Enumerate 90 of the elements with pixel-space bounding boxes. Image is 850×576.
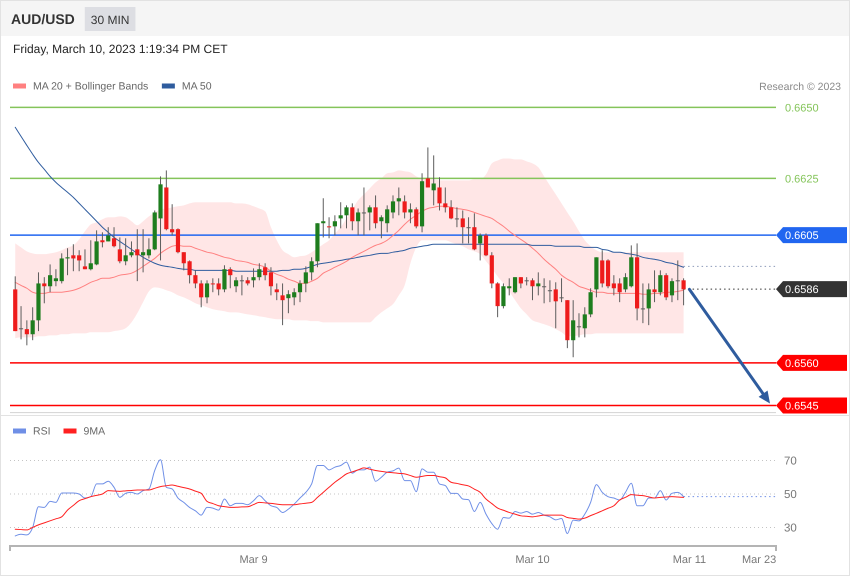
candlestick <box>484 232 488 257</box>
candlestick <box>112 226 116 248</box>
candlestick <box>42 276 46 304</box>
candlestick <box>664 272 668 301</box>
candlestick <box>350 202 354 231</box>
ref-line-label: 0.6545 <box>785 400 819 412</box>
candlestick <box>199 280 204 308</box>
candlestick <box>24 320 29 346</box>
candlestick <box>298 280 302 303</box>
ref-line-label: 0.6586 <box>785 284 819 296</box>
candlestick <box>362 186 366 236</box>
candlestick <box>454 206 460 228</box>
candlestick <box>124 238 128 266</box>
candlestick <box>524 276 529 286</box>
candlestick <box>170 204 174 236</box>
candlestick <box>257 262 262 281</box>
candlestick <box>100 232 104 248</box>
y-tick-label: 30 <box>784 522 797 535</box>
candlestick <box>321 198 326 238</box>
candlestick <box>658 270 662 296</box>
candlestick <box>478 232 482 261</box>
line-series <box>14 467 684 530</box>
candlestick <box>228 266 232 289</box>
candlestick <box>106 226 110 242</box>
legend-label: MA 50 <box>182 80 212 92</box>
candlestick <box>304 266 308 293</box>
candlestick <box>129 240 134 258</box>
candlestick <box>310 256 314 281</box>
candlestick <box>396 186 401 216</box>
legend-label: MA 20 + Bollinger Bands <box>33 80 148 92</box>
candlestick <box>432 154 436 206</box>
candlestick <box>176 228 180 254</box>
candlestick <box>338 202 343 229</box>
candlestick <box>268 266 274 296</box>
candlestick <box>332 214 337 236</box>
ref-line-label: 0.6560 <box>785 358 819 370</box>
candlestick <box>263 262 268 281</box>
candlestick <box>449 200 454 220</box>
x-tick-label: Mar 10 <box>515 554 550 566</box>
candlestick <box>18 306 24 340</box>
candlestick <box>240 274 244 296</box>
candlestick <box>48 264 52 293</box>
candlestick <box>30 306 35 341</box>
candlestick <box>640 282 645 324</box>
candlestick <box>326 216 332 239</box>
text: Research © 2023 <box>759 81 842 93</box>
candlestick <box>536 272 540 296</box>
candlestick <box>141 228 146 273</box>
candlestick <box>426 146 430 188</box>
candlestick <box>274 282 279 301</box>
candlestick <box>559 278 564 303</box>
candlestick <box>135 228 140 282</box>
chart-title: AUD/USD <box>11 11 75 27</box>
candlestick <box>344 204 349 229</box>
candlestick <box>368 204 372 231</box>
candlestick <box>588 288 593 318</box>
ref-line-label: 0.6625 <box>785 173 819 186</box>
candlestick <box>118 236 122 264</box>
chart-subtitle: Friday, March 10, 2023 1:19:34 PM CET <box>13 42 228 56</box>
candlestick <box>402 194 407 219</box>
x-tick-label: Mar 23 <box>742 554 776 566</box>
candlestick <box>496 282 500 318</box>
y-tick-label: 70 <box>784 455 797 468</box>
candlestick <box>472 212 476 251</box>
x-tick-label: Mar 9 <box>239 554 268 566</box>
candlestick <box>414 206 418 229</box>
candlestick <box>443 186 448 213</box>
text: 30 MIN <box>90 13 130 27</box>
y-tick-label: 50 <box>784 489 797 501</box>
candlestick <box>146 238 151 259</box>
ref-line-label: 0.6650 <box>785 102 819 114</box>
candlestick <box>193 270 198 289</box>
candlestick <box>373 194 378 229</box>
candlestick <box>576 312 582 338</box>
candlestick <box>356 208 360 236</box>
legend-label: RSI <box>33 426 51 438</box>
legend-label: 9MA <box>84 426 106 438</box>
ref-line-label: 0.6605 <box>785 230 819 242</box>
candlestick <box>646 282 651 326</box>
x-tick-label: Mar 11 <box>672 554 706 566</box>
candlestick <box>251 268 256 288</box>
candlestick <box>222 264 227 293</box>
candlestick <box>466 216 471 244</box>
candlestick <box>408 202 413 224</box>
candlestick <box>548 280 552 303</box>
candlestick <box>437 176 442 211</box>
candlestick <box>234 276 238 293</box>
candlestick <box>204 280 210 304</box>
candlestick <box>676 260 680 301</box>
candlestick <box>542 278 546 304</box>
